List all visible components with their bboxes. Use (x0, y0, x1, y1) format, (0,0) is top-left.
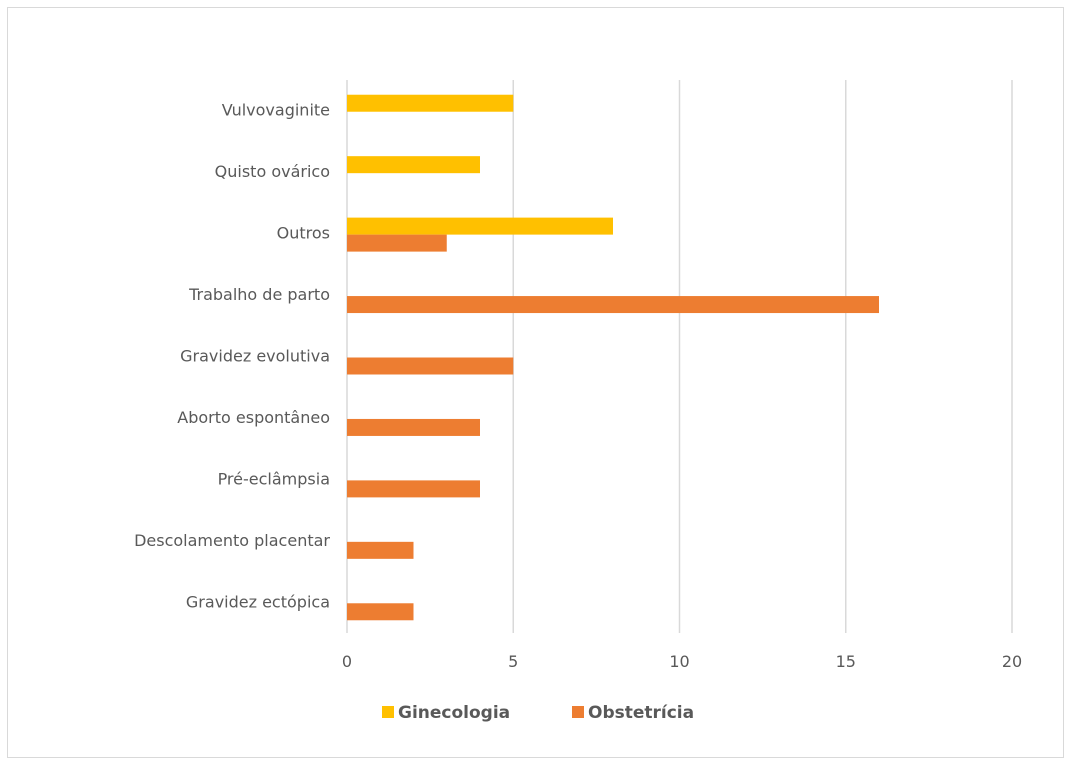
x-tick-label-5: 5 (508, 652, 518, 671)
category-label-descolamento-placentar: Descolamento placentar (134, 531, 330, 550)
category-label-gravidez-ectopica: Gravidez ectópica (186, 592, 330, 611)
bar-obstetricia-gravidez-ectopica (347, 603, 414, 621)
bars (347, 94, 879, 621)
legend-label-obstetricia: Obstetrícia (588, 703, 694, 723)
category-label-trabalho-de-parto: Trabalho de parto (188, 285, 330, 304)
legend-swatch-obstetricia (572, 706, 584, 718)
category-label-vulvovaginite: Vulvovaginite (222, 101, 330, 120)
category-label-gravidez-evolutiva: Gravidez evolutiva (180, 347, 330, 366)
legend-label-ginecologia: Ginecologia (398, 703, 510, 723)
chart-frame (7, 7, 1064, 758)
bar-ginecologia-outros (347, 217, 613, 235)
x-tick-label-15: 15 (836, 652, 856, 671)
category-label-aborto-espontaneo: Aborto espontâneo (177, 408, 330, 427)
x-tick-label-0: 0 (342, 652, 352, 671)
tick-labels: 0 5 10 15 20 (342, 652, 1022, 671)
category-label-quisto-ovarico: Quisto ovárico (215, 162, 330, 181)
category-label-pre-eclampsia: Pré-eclâmpsia (218, 469, 330, 488)
bar-ginecologia-vulvovaginite (347, 94, 514, 112)
legend-swatch-ginecologia (382, 706, 394, 718)
bar-obstetricia-trabalho-de-parto (347, 296, 879, 314)
bar-obstetricia-aborto-espontaneo (347, 418, 480, 436)
bar-obstetricia-gravidez-evolutiva (347, 357, 514, 375)
bar-obstetricia-outros (347, 234, 447, 252)
bar-obstetricia-descolamento-placentar (347, 541, 414, 559)
bar-obstetricia-pre-eclampsia (347, 480, 480, 498)
x-tick-label-20: 20 (1002, 652, 1022, 671)
category-label-outros: Outros (277, 224, 330, 243)
category-labels: Vulvovaginite Quisto ovárico Outros Trabalh… (134, 101, 330, 612)
bar-ginecologia-quisto-ovarico (347, 156, 480, 174)
x-tick-label-10: 10 (669, 652, 689, 671)
legend: Ginecologia Obstetrícia (382, 703, 694, 723)
